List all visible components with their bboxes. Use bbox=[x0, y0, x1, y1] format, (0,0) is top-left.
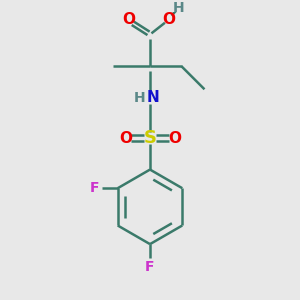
Text: H: H bbox=[133, 91, 145, 105]
Text: F: F bbox=[145, 260, 155, 274]
Text: O: O bbox=[119, 130, 132, 146]
Text: S: S bbox=[143, 129, 157, 147]
Text: O: O bbox=[168, 130, 181, 146]
Text: H: H bbox=[173, 1, 184, 15]
Text: F: F bbox=[90, 181, 99, 195]
Text: N: N bbox=[146, 90, 159, 105]
Text: O: O bbox=[162, 11, 175, 26]
Text: O: O bbox=[122, 11, 135, 26]
